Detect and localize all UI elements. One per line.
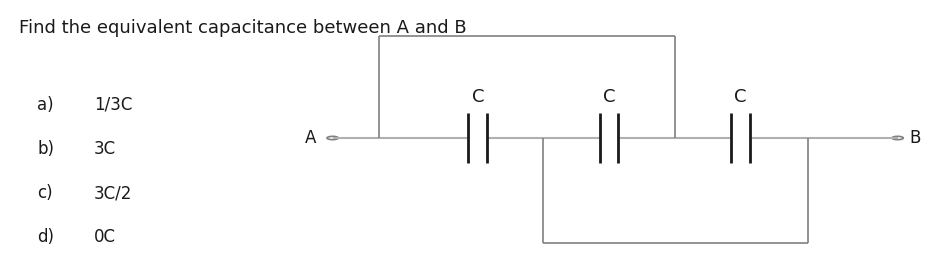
- Text: b): b): [37, 140, 54, 158]
- Text: C: C: [733, 87, 746, 106]
- Text: C: C: [471, 87, 484, 106]
- Text: 0C: 0C: [94, 228, 115, 246]
- Text: c): c): [37, 184, 53, 202]
- Text: 3C: 3C: [94, 140, 116, 158]
- Text: 3C/2: 3C/2: [94, 184, 132, 202]
- Text: A: A: [304, 129, 315, 147]
- Text: a): a): [37, 96, 54, 114]
- Text: B: B: [908, 129, 919, 147]
- Text: 1/3C: 1/3C: [94, 96, 132, 114]
- Text: Find the equivalent capacitance between A and B: Find the equivalent capacitance between …: [19, 19, 466, 37]
- Text: d): d): [37, 228, 54, 246]
- Text: C: C: [602, 87, 615, 106]
